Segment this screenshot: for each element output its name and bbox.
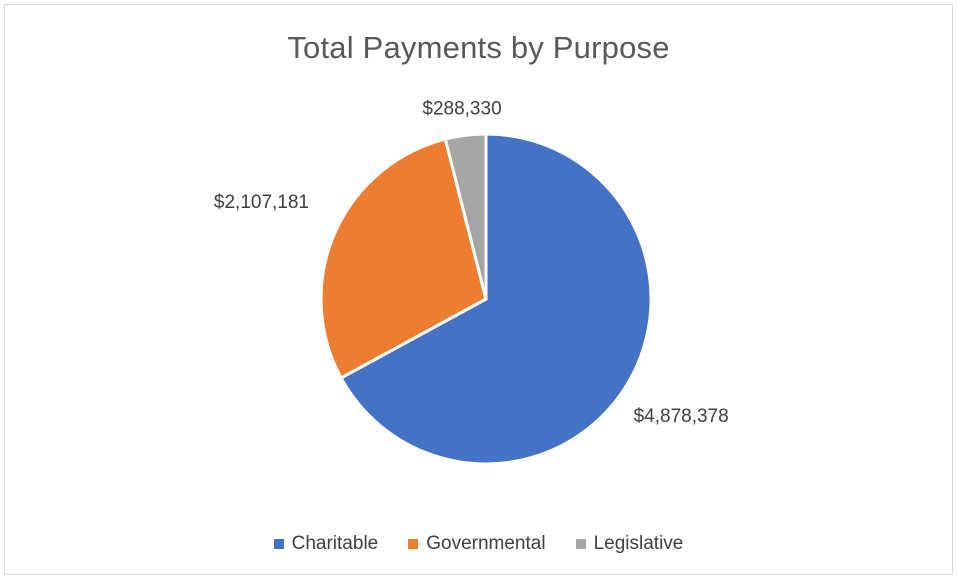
- legend-item-governmental: Governmental: [408, 533, 545, 555]
- legend-label: Governmental: [426, 533, 545, 555]
- pie-slices: [321, 134, 651, 464]
- data-label-governmental: $2,107,181: [214, 192, 309, 213]
- legend-swatch: [408, 539, 418, 549]
- legend-swatch: [274, 539, 284, 549]
- legend-item-legislative: Legislative: [576, 533, 684, 555]
- legend-label: Charitable: [292, 533, 379, 555]
- legend-item-charitable: Charitable: [274, 533, 379, 555]
- legend: Charitable Governmental Legislative: [0, 533, 957, 555]
- legend-label: Legislative: [594, 533, 684, 555]
- data-label-legislative: $288,330: [422, 98, 501, 119]
- legend-swatch: [576, 539, 586, 549]
- data-label-charitable: $4,878,378: [634, 406, 729, 427]
